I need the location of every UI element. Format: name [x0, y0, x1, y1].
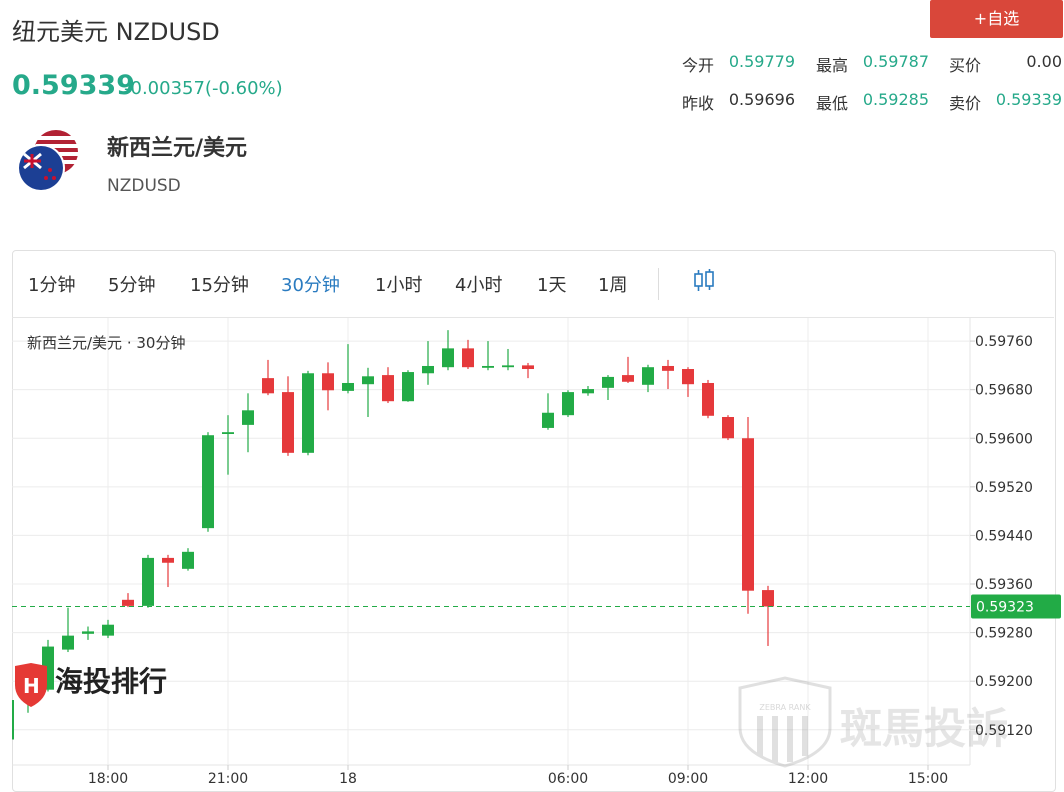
- divider: [12, 317, 1054, 318]
- watermark-text: 海投排行: [55, 665, 167, 698]
- quote-label: 买价: [949, 56, 982, 75]
- x-tick-label: 18: [339, 771, 357, 787]
- chart-title: 新西兰元/美元 · 30分钟: [27, 334, 185, 352]
- quote-label: 今开: [682, 56, 715, 75]
- interval-tab[interactable]: 4小时: [455, 275, 503, 296]
- x-tick-label: 06:00: [548, 771, 588, 787]
- candle-body: [542, 412, 554, 428]
- candle-body: [522, 365, 534, 370]
- last-price-box: [971, 594, 1061, 619]
- candle-body: [402, 372, 414, 402]
- add-watchlist-button[interactable]: +自选: [930, 0, 1063, 38]
- candle-body: [762, 590, 774, 607]
- interval-tab[interactable]: 1周: [598, 275, 628, 296]
- divider: [658, 268, 659, 300]
- candle-body: [682, 369, 694, 385]
- candle-body: [182, 551, 194, 569]
- x-tick-label: 09:00: [668, 771, 708, 787]
- watermark-text: 斑馬投訴: [840, 704, 1008, 753]
- watermark-text: ZEBRA RANK: [759, 703, 811, 712]
- interval-tab[interactable]: 5分钟: [108, 275, 156, 296]
- candle-body: [242, 410, 254, 425]
- candle-body: [342, 382, 354, 391]
- instrument-name: 新西兰元/美元: [107, 136, 248, 161]
- interval-tab[interactable]: 30分钟: [281, 275, 340, 296]
- watermark: ZEBRA RANK 斑馬投訴: [738, 676, 1008, 768]
- candle-body: [382, 375, 394, 402]
- candle-body: [12, 700, 14, 740]
- candle-body: [502, 365, 514, 368]
- candlestick-chart: 新西兰元/美元 · 30分钟 H 海投排行 ZEBRA RANK 斑馬投訴 0.59…: [12, 318, 1061, 787]
- price: 0.59339: [12, 70, 135, 101]
- candle-body: [362, 376, 374, 385]
- candle-body: [82, 631, 94, 634]
- candle-body: [622, 375, 634, 382]
- candle-body: [562, 392, 574, 416]
- svg-text:H: H: [23, 674, 40, 698]
- page-title: 纽元美元 NZDUSD: [12, 18, 220, 46]
- last-price-label: 0.59323: [976, 599, 1034, 615]
- quote-value: 0.59285: [862, 90, 929, 109]
- quote-label: 卖价: [949, 94, 982, 113]
- y-tick-label: 0.59120: [975, 723, 1033, 739]
- interval-tab[interactable]: 15分钟: [190, 275, 249, 296]
- candle-body: [722, 416, 734, 439]
- instrument-code: NZDUSD: [107, 176, 181, 196]
- y-tick-label: 0.59680: [975, 383, 1033, 399]
- y-tick-label: 0.59360: [975, 577, 1033, 593]
- x-tick-label: 18:00: [88, 771, 128, 787]
- quote-value: 0.59787: [862, 52, 929, 71]
- y-tick-label: 0.59200: [975, 674, 1033, 690]
- y-tick-label: 0.59760: [975, 334, 1033, 350]
- candle-body: [282, 392, 294, 453]
- quote-label: 最高: [816, 56, 849, 75]
- y-tick-label: 0.59600: [975, 431, 1033, 447]
- candle-body: [702, 382, 714, 416]
- quote-label: 昨收: [682, 94, 715, 113]
- x-tick-label: 12:00: [788, 771, 828, 787]
- quote-value: 0.59339: [995, 90, 1062, 109]
- quote-value: 0.59696: [728, 90, 795, 109]
- quote-label: 最低: [816, 94, 849, 113]
- y-tick-label: 0.59520: [975, 480, 1033, 496]
- quote-value: 0.59779: [728, 52, 795, 71]
- candle-body: [642, 367, 654, 385]
- candle-body: [162, 557, 174, 563]
- candle-body: [122, 599, 134, 606]
- candle-body: [102, 624, 114, 636]
- candle-body: [202, 435, 214, 529]
- interval-tab[interactable]: 1分钟: [28, 275, 76, 296]
- candle-body: [742, 438, 754, 591]
- candle-body: [62, 635, 74, 650]
- candle-body: [302, 373, 314, 453]
- interval-tab[interactable]: 1天: [537, 275, 567, 296]
- x-tick-label: 21:00: [208, 771, 248, 787]
- price-change: -0.00357(-0.60%): [124, 78, 283, 99]
- candle-body: [422, 365, 434, 374]
- candle-body: [482, 365, 494, 368]
- candle-body: [222, 432, 234, 435]
- candle-body: [322, 373, 334, 391]
- candle-body: [462, 348, 474, 368]
- quote-value: 0.00: [1026, 52, 1062, 71]
- y-tick-label: 0.59280: [975, 626, 1033, 642]
- candle-body: [582, 389, 594, 394]
- candle-body: [262, 378, 274, 394]
- flag-icon: [17, 130, 78, 192]
- candle-body: [602, 376, 614, 388]
- candle-body: [442, 348, 454, 368]
- interval-tab[interactable]: 1小时: [375, 275, 423, 296]
- candle-body: [142, 557, 154, 606]
- candle-body: [662, 365, 674, 371]
- x-tick-label: 15:00: [908, 771, 948, 787]
- chart-type-icon[interactable]: [692, 268, 718, 294]
- y-tick-label: 0.59440: [975, 528, 1033, 544]
- watermark: H 海投排行: [15, 663, 167, 707]
